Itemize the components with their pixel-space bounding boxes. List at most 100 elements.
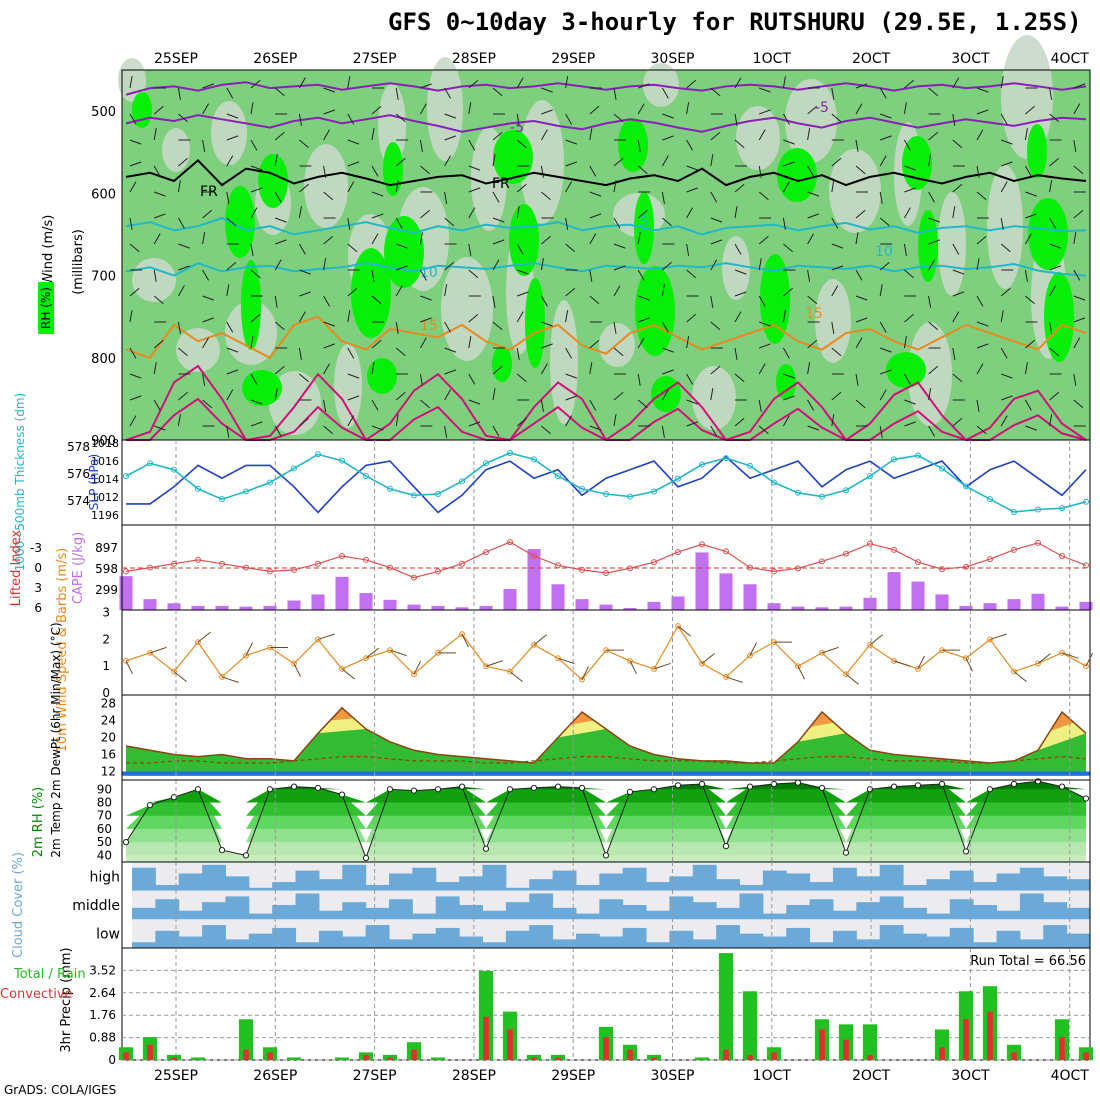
ylabel-rh: RH (%) <box>39 287 53 329</box>
data-point <box>387 485 393 492</box>
temp-tick-label: 28 <box>101 697 116 711</box>
cape-bar <box>695 552 709 610</box>
wind-barb <box>419 232 423 245</box>
wind-barb <box>275 239 287 245</box>
wind-barb <box>1049 180 1053 193</box>
date-label-top: 1OCT <box>753 51 792 67</box>
wind-barb <box>371 362 375 375</box>
cloud-bar <box>856 902 881 920</box>
wind-barb <box>371 105 382 115</box>
wind-barb <box>710 425 718 437</box>
cape-bar <box>167 603 181 610</box>
rh-moist-patch <box>1044 272 1074 362</box>
wind-barb <box>540 399 544 412</box>
slp-tick-label: 1196 <box>91 509 119 522</box>
cape-bar <box>719 573 733 610</box>
cloud-bar <box>949 927 974 948</box>
wind-barb <box>540 363 548 375</box>
data-point <box>291 566 297 573</box>
wind-barb <box>323 399 327 412</box>
cloud-bar <box>132 942 156 948</box>
wind-barb <box>298 243 306 255</box>
wind-barb <box>541 321 553 327</box>
wind-barb <box>831 321 835 334</box>
wind-barb <box>565 161 578 167</box>
cloud-bar <box>178 910 203 920</box>
wind-barb <box>274 259 282 271</box>
wind-barb <box>250 421 263 427</box>
ylabel-wind: 10m Wind Speed & Barbs (m/s) <box>55 548 70 753</box>
wind-barb <box>879 389 887 401</box>
wind-barb <box>662 113 674 119</box>
wind-barb <box>629 660 637 675</box>
wind-barb <box>323 165 327 178</box>
wind-barb <box>1025 213 1037 219</box>
wind-barb <box>952 291 965 297</box>
wind-barb <box>613 217 621 229</box>
wind-barb <box>468 399 481 405</box>
cloud-bar <box>155 930 180 948</box>
cape-bar <box>191 605 205 610</box>
data-point <box>219 674 225 680</box>
cloud-bar <box>646 942 670 948</box>
date-label-bottom: 25SEP <box>154 1068 198 1084</box>
ylabel-cape: CAPE (J/kg) <box>71 532 86 604</box>
data-point <box>795 489 801 496</box>
wind-barb <box>1049 391 1060 401</box>
wind-barb <box>347 287 358 297</box>
wind-barb <box>1024 165 1032 177</box>
pressure-tick-label: 700 <box>91 270 116 285</box>
precip-convective-bar <box>147 1044 153 1060</box>
cloud-bar <box>903 907 927 920</box>
cloud-bar <box>926 936 951 948</box>
cape-bar <box>647 601 661 610</box>
wind-barb <box>1000 76 1004 89</box>
cloud-bar <box>178 936 203 948</box>
wind-barb <box>347 113 355 125</box>
wind-barb <box>821 646 839 654</box>
rh-moist-patch <box>509 204 539 276</box>
wind-barb <box>389 649 407 657</box>
rh-dry-patch <box>815 279 851 363</box>
wind-tick-label: 3 <box>102 606 110 620</box>
wind-barb <box>298 206 302 219</box>
wind-barb <box>613 157 624 167</box>
cloud-bar <box>132 867 156 891</box>
data-point <box>315 451 321 458</box>
cloud-bar <box>716 879 741 891</box>
wind-barb <box>928 191 936 203</box>
wind-barb <box>807 105 818 115</box>
wind-barb <box>1073 103 1081 115</box>
data-point <box>530 784 538 792</box>
wind-barb <box>831 265 844 271</box>
wind-barb <box>323 425 334 435</box>
wind-barb <box>492 239 505 245</box>
temp-fill-yellow <box>798 712 846 742</box>
rh-tick-label: 60 <box>97 822 112 836</box>
wind-barb <box>540 165 544 178</box>
slp-tick-label: 1014 <box>91 473 119 486</box>
wind-barb <box>904 399 916 405</box>
cloud-bar <box>1019 867 1044 891</box>
cape-bar <box>743 584 757 610</box>
li-tick-label: -3 <box>30 541 42 555</box>
data-point <box>459 560 465 567</box>
cloud-bar <box>622 905 647 920</box>
wind-barb <box>541 235 551 245</box>
wind-barb <box>928 321 939 331</box>
wind-barb <box>323 295 331 307</box>
rh-moist-patch <box>777 148 817 202</box>
wind-barb <box>395 321 399 334</box>
date-label-bottom: 28SEP <box>452 1068 496 1084</box>
cape-bar <box>599 604 613 610</box>
wind-barb <box>396 243 408 249</box>
wind-barb <box>831 113 842 123</box>
data-point <box>531 553 537 559</box>
wind-barb <box>317 633 335 640</box>
wind-barb <box>129 181 137 193</box>
data-point <box>699 461 705 468</box>
wind-barb <box>419 269 427 281</box>
ylabel-precip: 3hr Precip (mm) <box>59 947 74 1052</box>
precip-total-bar <box>238 1019 254 1060</box>
wind-barb <box>613 265 626 271</box>
